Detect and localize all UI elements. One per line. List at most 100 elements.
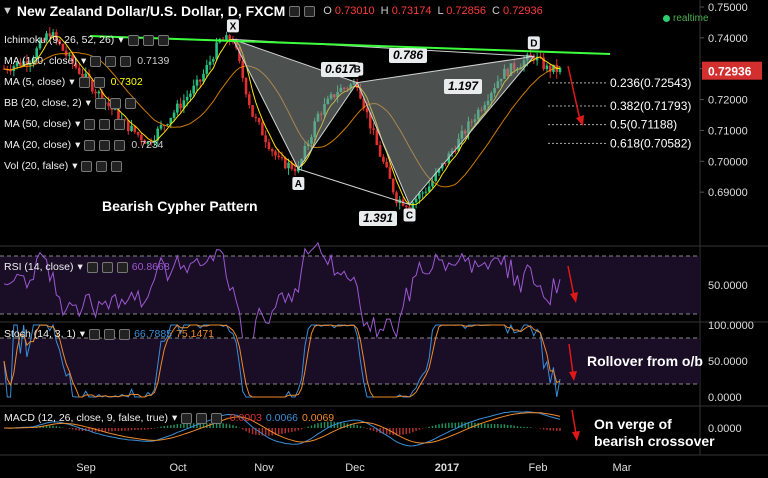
eye-icon[interactable] xyxy=(89,328,101,340)
eye-icon[interactable] xyxy=(289,5,301,17)
settings-icon[interactable] xyxy=(96,160,108,172)
pattern-name-label: Bearish Cypher Pattern xyxy=(102,198,258,214)
settings-icon[interactable] xyxy=(99,139,111,151)
indicator-bb[interactable]: BB (20, close, 2) ▾ xyxy=(4,97,136,109)
pattern-ratio-label: 0.617 xyxy=(325,62,356,76)
indicator-ma100[interactable]: MA (100, close) ▾ 0.7139 xyxy=(4,55,170,67)
close-icon[interactable] xyxy=(211,412,223,424)
eye-icon[interactable] xyxy=(84,139,96,151)
stoch-legend[interactable]: Stoch (14, 3, 1) ▾ 66.7885 75.1471 xyxy=(4,328,215,340)
candle-body xyxy=(77,67,81,74)
indicator-ma50[interactable]: MA (50, close) ▾ xyxy=(4,118,126,130)
candle-body xyxy=(172,112,176,118)
eye-icon[interactable] xyxy=(84,118,96,130)
candle-body xyxy=(385,161,388,168)
price-tick-label: 0.74000 xyxy=(708,33,748,45)
candle-body xyxy=(156,128,160,141)
last-price-label: 0.72936 xyxy=(708,65,752,79)
candle-body xyxy=(159,124,163,129)
eye-icon[interactable] xyxy=(94,97,106,109)
time-tick-label: 2017 xyxy=(435,462,459,474)
candle-body xyxy=(38,40,42,49)
candle-body xyxy=(261,122,264,136)
close-icon[interactable] xyxy=(124,97,136,109)
candle-body xyxy=(51,32,55,37)
candle-body xyxy=(25,61,29,66)
indicator-ma5[interactable]: MA (5, close) ▾ 0.7302 xyxy=(4,76,143,88)
candle-body xyxy=(427,186,431,192)
candle-body xyxy=(411,202,415,209)
eye-icon[interactable] xyxy=(78,76,90,88)
fib-level-label: 0.382(0.71793) xyxy=(610,99,691,113)
settings-icon[interactable] xyxy=(196,412,208,424)
close-icon[interactable] xyxy=(119,328,131,340)
candle-body xyxy=(254,116,258,119)
close-icon[interactable] xyxy=(114,118,126,130)
candle-body xyxy=(182,100,186,109)
price-down-arrow xyxy=(567,65,581,121)
candle-body xyxy=(74,63,78,68)
candle-body xyxy=(424,191,428,193)
settings-icon[interactable] xyxy=(99,118,111,130)
fib-level-label: 0.236(0.72543) xyxy=(610,76,691,90)
close-icon[interactable] xyxy=(157,34,169,46)
settings-icon[interactable] xyxy=(105,55,117,67)
pattern-point-label: X xyxy=(230,21,237,32)
collapse-chevron-icon[interactable]: ▼ xyxy=(2,5,13,17)
ratio-box xyxy=(359,211,397,226)
eye-icon[interactable] xyxy=(90,55,102,67)
macd-legend[interactable]: MACD (12, 26, close, 9, false, true) ▾ -0.… xyxy=(4,412,335,424)
indicator-ma20[interactable]: MA (20, close) ▾ 0.7234 xyxy=(4,139,164,151)
candle-body xyxy=(71,54,74,64)
macd-down-arrow xyxy=(571,409,577,435)
close-icon[interactable] xyxy=(114,139,126,151)
time-tick-label: Mar xyxy=(613,462,632,474)
close-icon[interactable] xyxy=(120,55,132,67)
indicator-volume[interactable]: Vol (20, false) ▾ xyxy=(4,160,123,172)
candle-body xyxy=(365,108,369,113)
settings-icon[interactable] xyxy=(109,97,121,109)
candle-body xyxy=(529,54,532,57)
close-icon[interactable] xyxy=(116,261,128,273)
settings-icon[interactable] xyxy=(104,328,116,340)
candle-body xyxy=(431,180,434,187)
eye-icon[interactable] xyxy=(81,160,93,172)
rsi-band xyxy=(0,256,700,314)
pattern-point-label: C xyxy=(406,210,413,221)
candle-body xyxy=(146,141,150,144)
pattern-ratio-label: 0.786 xyxy=(393,48,423,62)
time-tick-label: Feb xyxy=(529,462,548,474)
candle-body xyxy=(107,102,110,107)
stoch-tick-label: 100.0000 xyxy=(708,320,754,332)
candle-body xyxy=(267,142,271,150)
candle-body xyxy=(359,87,362,99)
candle-body xyxy=(179,103,182,109)
candle-body xyxy=(185,96,189,101)
candle-body xyxy=(444,163,447,165)
settings-icon[interactable] xyxy=(304,5,316,17)
eye-icon[interactable] xyxy=(127,34,139,46)
stoch-annotation: Rollover from o/b xyxy=(587,353,703,369)
ratio-box xyxy=(389,48,427,63)
candle-body xyxy=(126,120,130,132)
candle-body xyxy=(545,65,549,70)
candle-body xyxy=(270,149,274,152)
settings-icon[interactable] xyxy=(93,76,105,88)
indicator-ichimoku[interactable]: Ichimoku (9, 26, 52, 26) ▾ xyxy=(4,34,169,46)
stoch-tick-label: 50.0000 xyxy=(708,356,748,368)
settings-icon[interactable] xyxy=(101,261,113,273)
price-down-arrowhead xyxy=(576,115,584,126)
close-icon[interactable] xyxy=(111,160,123,172)
candle-body xyxy=(542,57,545,70)
eye-icon[interactable] xyxy=(181,412,193,424)
candle-body xyxy=(84,73,88,78)
cypher-pattern xyxy=(226,19,540,226)
eye-icon[interactable] xyxy=(86,261,98,273)
candle-body xyxy=(290,162,294,169)
last-price-tag xyxy=(702,61,762,80)
candle-body xyxy=(362,98,366,109)
rsi-legend[interactable]: RSI (14, close) ▾ 60.8668 xyxy=(4,261,170,273)
settings-icon[interactable] xyxy=(142,34,154,46)
candle-body xyxy=(189,93,192,97)
